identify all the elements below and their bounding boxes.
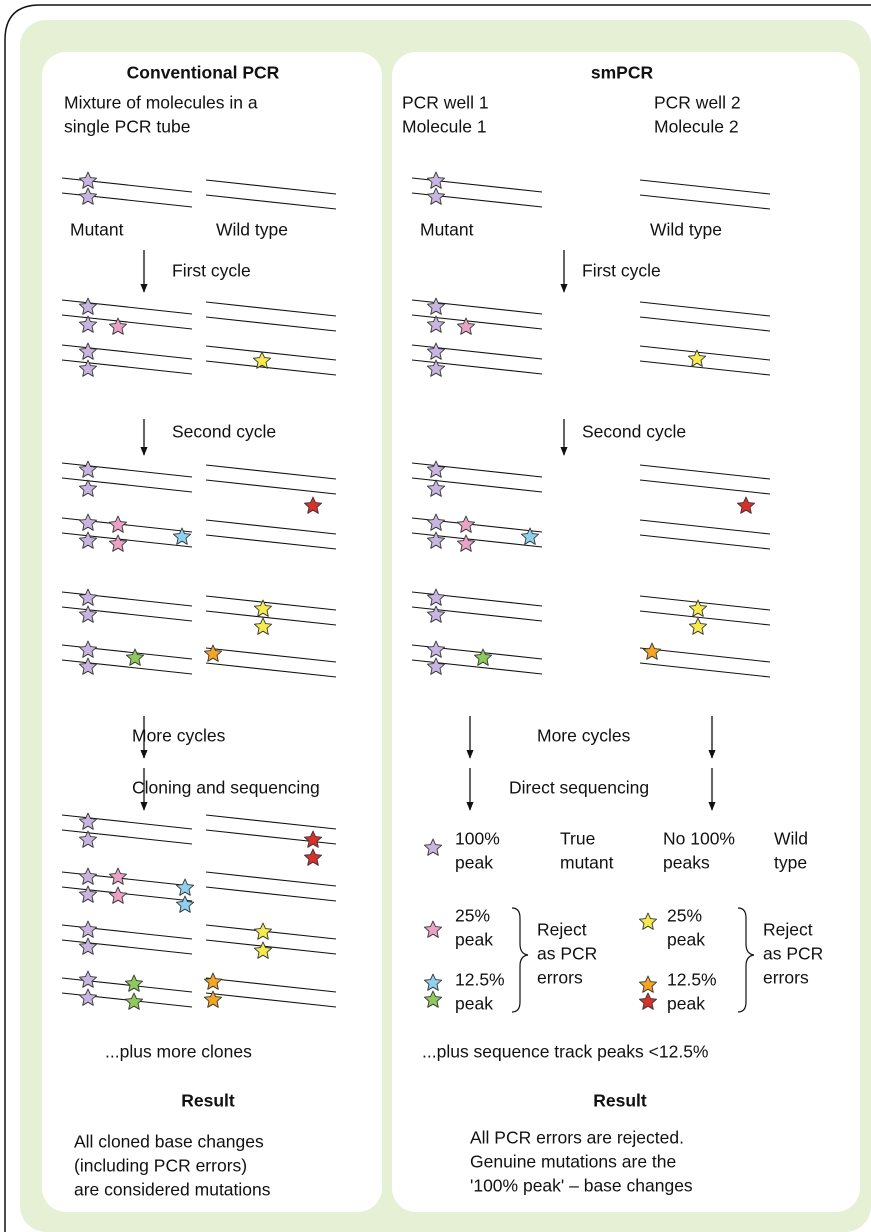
legend-text: type <box>774 853 807 873</box>
well-label: Molecule 2 <box>654 117 739 137</box>
description: Mixture of molecules in a <box>64 93 258 113</box>
result-text: '100% peak' – base changes <box>470 1176 693 1196</box>
result-title: Result <box>181 1091 235 1111</box>
legend-text: No 100% <box>663 829 735 849</box>
step-label: Cloning and sequencing <box>132 778 320 798</box>
molecule-label: Wild type <box>216 220 288 240</box>
legend-text: mutant <box>560 853 614 873</box>
step-label: More cycles <box>537 726 631 746</box>
figure: Conventional PCR Mixture of molecules in … <box>0 0 871 1232</box>
legend-text: errors <box>763 968 809 988</box>
legend-text: as PCR <box>763 944 823 964</box>
molecule-label: Wild type <box>650 220 722 240</box>
legend-text: peaks <box>663 853 710 873</box>
legend-text: peak <box>455 930 493 950</box>
well-label: Molecule 1 <box>402 117 487 137</box>
note: ...plus sequence track peaks <12.5% <box>422 1042 709 1062</box>
legend-text: peak <box>667 994 705 1014</box>
result-text: (including PCR errors) <box>74 1156 247 1176</box>
step-label: Direct sequencing <box>509 778 649 798</box>
step-label: First cycle <box>172 261 251 281</box>
step-label: More cycles <box>132 726 226 746</box>
legend-text: Wild <box>774 829 808 849</box>
result-title: Result <box>593 1091 647 1111</box>
molecule-label: Mutant <box>70 220 124 240</box>
result-text: All cloned base changes <box>74 1132 264 1152</box>
legend-text: as PCR <box>537 944 597 964</box>
legend-text: Reject <box>537 920 587 940</box>
legend-text: 12.5% <box>667 970 717 990</box>
result-text: Genuine mutations are the <box>470 1152 676 1172</box>
legend-text: peak <box>667 930 705 950</box>
legend-text: 25% <box>455 906 490 926</box>
step-label: Second cycle <box>582 422 686 442</box>
panel-title: Conventional PCR <box>127 63 280 83</box>
legend-text: 100% <box>455 829 500 849</box>
well-label: PCR well 1 <box>402 93 489 113</box>
result-text: All PCR errors are rejected. <box>470 1128 684 1148</box>
step-label: First cycle <box>582 261 661 281</box>
legend-text: Reject <box>763 920 813 940</box>
result-text: are considered mutations <box>74 1180 271 1200</box>
panel-title: smPCR <box>591 63 654 83</box>
legend-text: errors <box>537 968 583 988</box>
legend-text: peak <box>455 853 493 873</box>
legend-text: True <box>560 829 595 849</box>
well-label: PCR well 2 <box>654 93 741 113</box>
note: ...plus more clones <box>105 1042 252 1062</box>
description: single PCR tube <box>64 117 190 137</box>
molecule-label: Mutant <box>420 220 474 240</box>
step-label: Second cycle <box>172 422 276 442</box>
legend-text: 25% <box>667 906 702 926</box>
legend-text: peak <box>455 994 493 1014</box>
legend-text: 12.5% <box>455 970 505 990</box>
